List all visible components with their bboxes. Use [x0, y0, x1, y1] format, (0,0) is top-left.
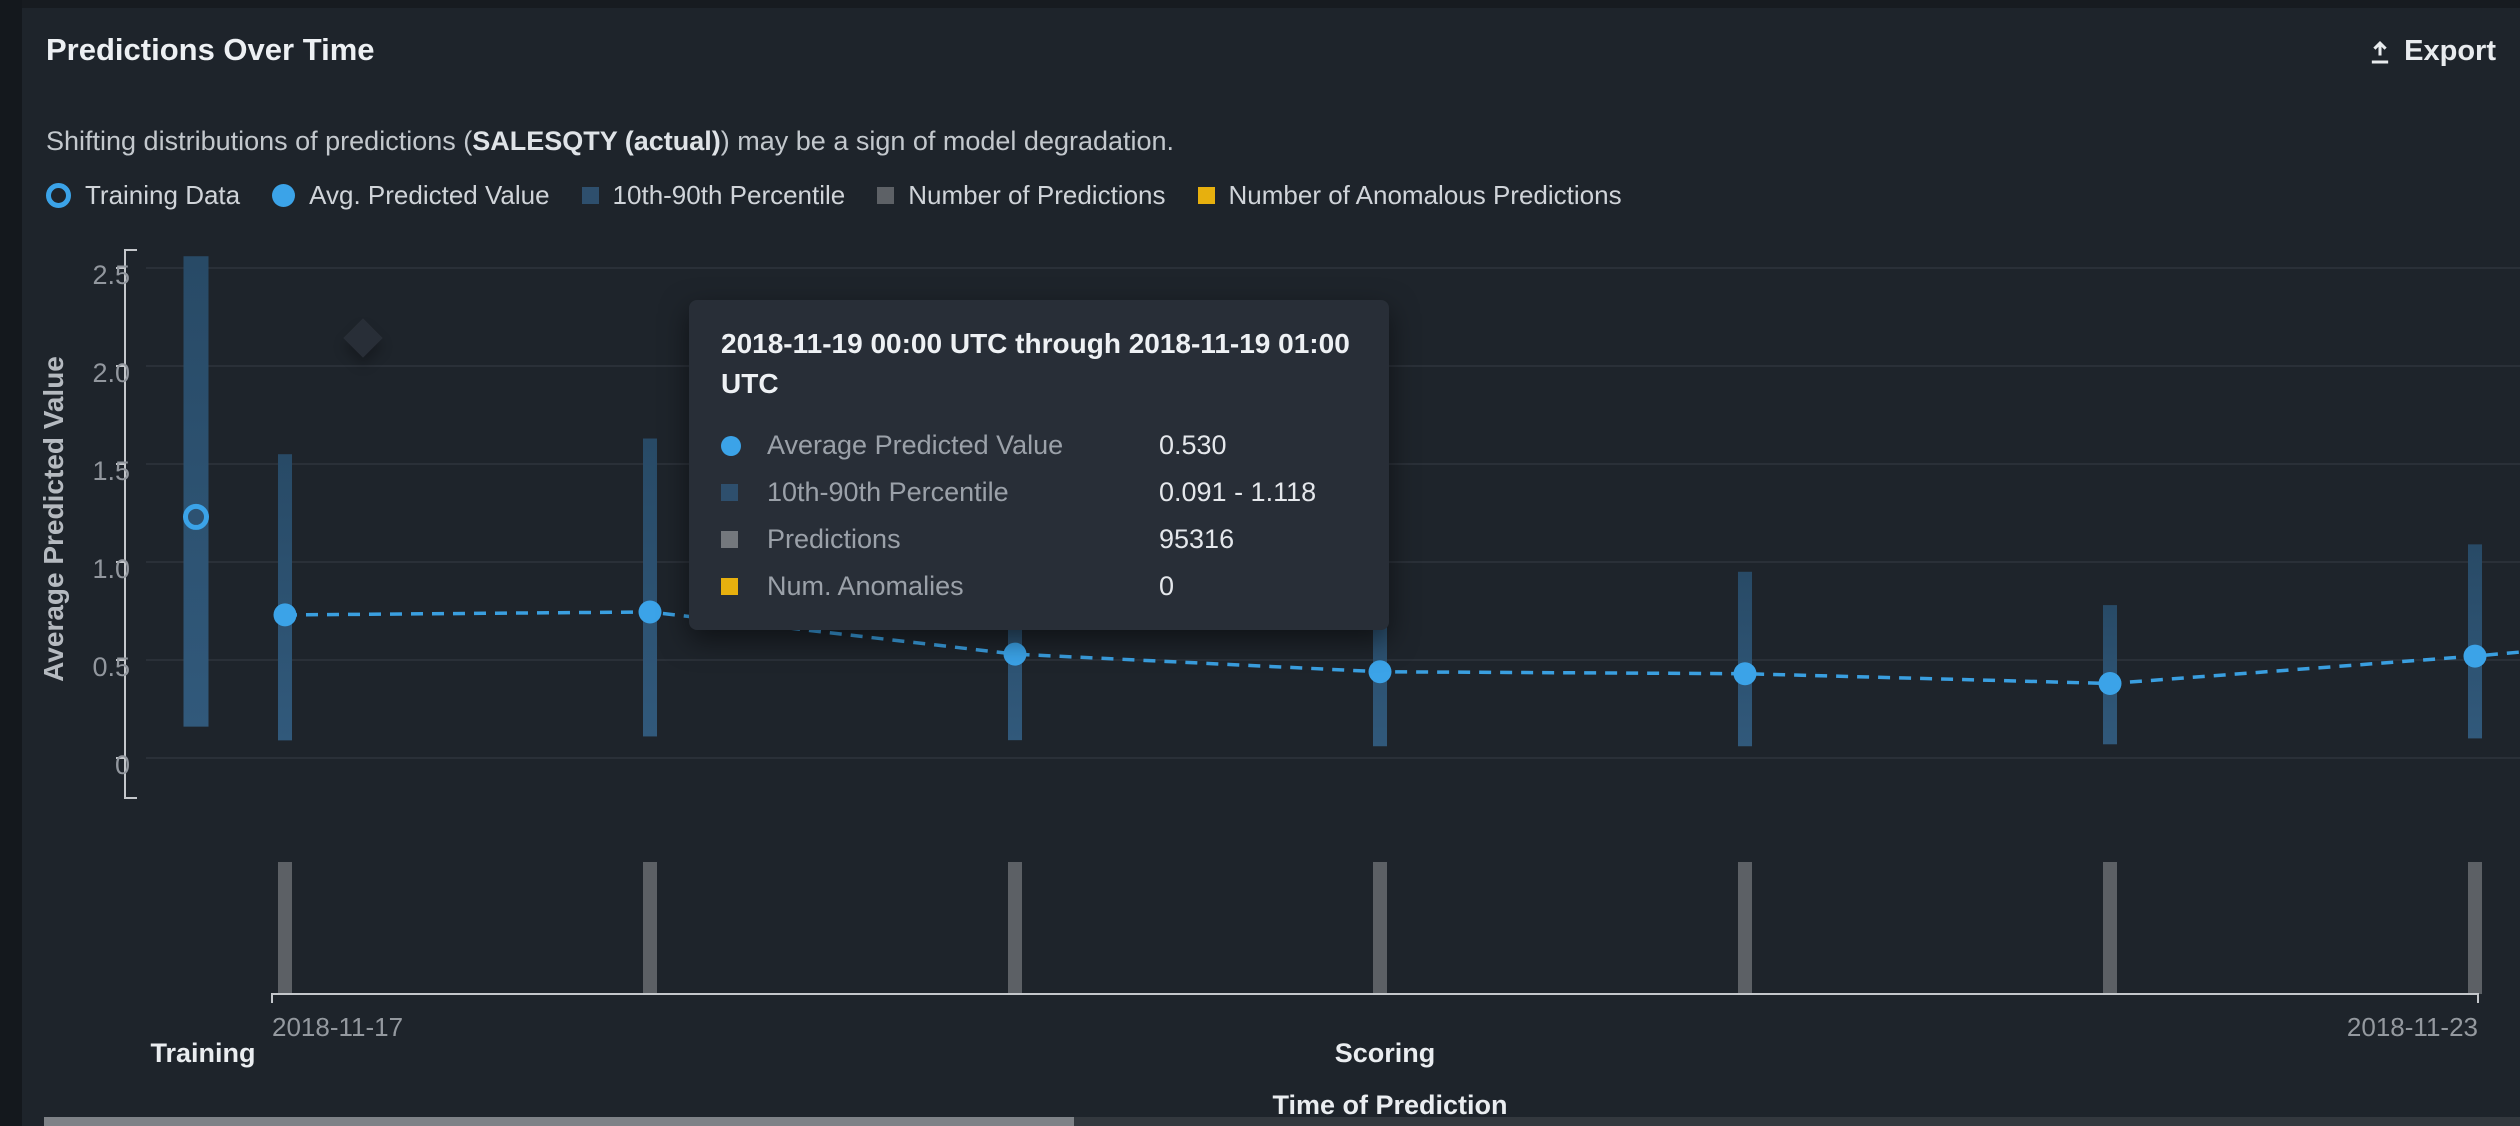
predictions-count-bar[interactable] [643, 862, 657, 994]
page-left-edge [0, 0, 22, 1126]
training-avg-ring-point[interactable] [183, 503, 209, 530]
page-title: Predictions Over Time [46, 32, 375, 67]
legend-label: Number of Predictions [908, 180, 1166, 210]
avg-predicted-point[interactable] [1368, 660, 1392, 684]
page-top-edge [0, 0, 2520, 8]
tooltip-row-value: 0.091 - 1.118 [1159, 477, 1317, 507]
tooltip-row-label: Predictions [767, 524, 901, 554]
tooltip-rows: Average Predicted Value 0.530 10th-90th Pe… [721, 422, 1357, 610]
avg-predicted-point[interactable] [2463, 644, 2487, 668]
tooltip-row: Predictions 95316 [721, 516, 1357, 563]
export-icon [2366, 38, 2394, 66]
tooltip-row: 10th-90th Percentile 0.091 - 1.118 [721, 469, 1357, 516]
tooltip-row-label: Average Predicted Value [767, 430, 1064, 460]
legend-label: 10th-90th Percentile [612, 180, 846, 210]
tooltip-row-label: Num. Anomalies [767, 571, 964, 601]
percentile-error-bar[interactable] [278, 454, 292, 741]
legend-item-10th-90th-percentile[interactable]: 10th-90th Percentile [581, 180, 846, 211]
tooltip-row-value: 0 [1159, 571, 1175, 601]
tooltip-row-value: 0.530 [1159, 430, 1227, 460]
predictions-count-bar[interactable] [2103, 862, 2117, 994]
legend-item-avg-predicted-value[interactable]: Avg. Predicted Value [272, 180, 550, 211]
legend-item-training-data[interactable]: Training Data [46, 180, 240, 211]
avg-predicted-point[interactable] [1003, 642, 1027, 666]
hover-tooltip: 2018-11-19 00:00 UTC through 2018-11-19 … [689, 300, 1389, 630]
predictions-count-bar[interactable] [2468, 862, 2482, 994]
training-percentile-bar[interactable] [183, 256, 209, 727]
horizontal-scrollbar-track[interactable] [44, 1117, 2520, 1126]
legend-dot-icon [272, 184, 296, 207]
y-tick-label: 0.5 [92, 652, 130, 682]
scoring-section-label: Scoring [1334, 1038, 1436, 1068]
tooltip-row-square-icon [721, 484, 738, 501]
y-tick-label: 0 [114, 750, 130, 780]
legend-label: Avg. Predicted Value [309, 180, 550, 210]
legend-label: Number of Anomalous Predictions [1228, 180, 1622, 210]
chart-subtitle: Shifting distributions of predictions (S… [46, 126, 1174, 157]
y-tick-label: 1.0 [92, 554, 130, 584]
tooltip-row-label: 10th-90th Percentile [767, 477, 1009, 507]
x-axis-line [271, 993, 2479, 1003]
y-tick-label: 1.5 [92, 456, 130, 486]
tooltip-row-square-icon [721, 531, 738, 548]
predictions-count-bar[interactable] [1008, 862, 1022, 994]
avg-predicted-point[interactable] [273, 603, 297, 627]
percentile-error-bar[interactable] [2468, 544, 2482, 739]
legend-item-number-of-anomalous-predictions[interactable]: Number of Anomalous Predictions [1197, 180, 1622, 211]
avg-predicted-dashed-line [284, 610, 2520, 686]
legend-square-icon [1197, 187, 1215, 204]
y-tick-label: 2.5 [92, 260, 130, 290]
export-button[interactable]: Export [2360, 34, 2502, 69]
legend-item-number-of-predictions[interactable]: Number of Predictions [877, 180, 1166, 211]
legend-label: Training Data [85, 180, 241, 210]
training-section-label: Training [150, 1038, 256, 1068]
legend-square-icon [877, 187, 895, 204]
x-end-date-label: 2018-11-23 [2346, 1012, 2478, 1042]
avg-predicted-point[interactable] [2098, 672, 2122, 696]
tooltip-row-dot-icon [721, 435, 741, 456]
predictions-count-bar[interactable] [1738, 862, 1752, 994]
percentile-error-bar[interactable] [1738, 571, 1752, 747]
y-axis-line [124, 249, 137, 799]
export-label: Export [2404, 35, 2496, 67]
predictions-count-bar[interactable] [278, 862, 292, 994]
avg-predicted-point[interactable] [1733, 662, 1757, 686]
legend-ring-icon [46, 183, 71, 208]
subtitle-text-suffix: ) may be a sign of model degradation. [720, 126, 1175, 156]
chart-card: Predictions Over Time Export Shifting di… [22, 8, 2520, 1126]
tooltip-row: Average Predicted Value 0.530 [721, 422, 1357, 469]
tooltip-row-value: 95316 [1159, 524, 1235, 554]
horizontal-scrollbar-thumb[interactable] [44, 1117, 1074, 1126]
chart-legend: Training Data Avg. Predicted Value 10th-90… [46, 180, 1622, 211]
percentile-error-bar[interactable] [643, 438, 657, 737]
tooltip-row: Num. Anomalies 0 [721, 563, 1357, 610]
avg-predicted-point[interactable] [638, 600, 662, 624]
legend-square-icon [581, 187, 599, 204]
y-tick-label: 2.0 [92, 358, 130, 388]
predictions-count-bar[interactable] [1373, 862, 1387, 994]
x-axis-title: Time of Prediction [1272, 1090, 1508, 1120]
tooltip-title: 2018-11-19 00:00 UTC through 2018-11-19 … [721, 328, 1350, 399]
x-start-date-label: 2018-11-17 [272, 1012, 404, 1042]
subtitle-text: Shifting distributions of predictions ( [46, 126, 473, 156]
tooltip-row-square-icon [721, 578, 738, 595]
subtitle-feature-name: SALESQTY (actual) [472, 126, 721, 156]
